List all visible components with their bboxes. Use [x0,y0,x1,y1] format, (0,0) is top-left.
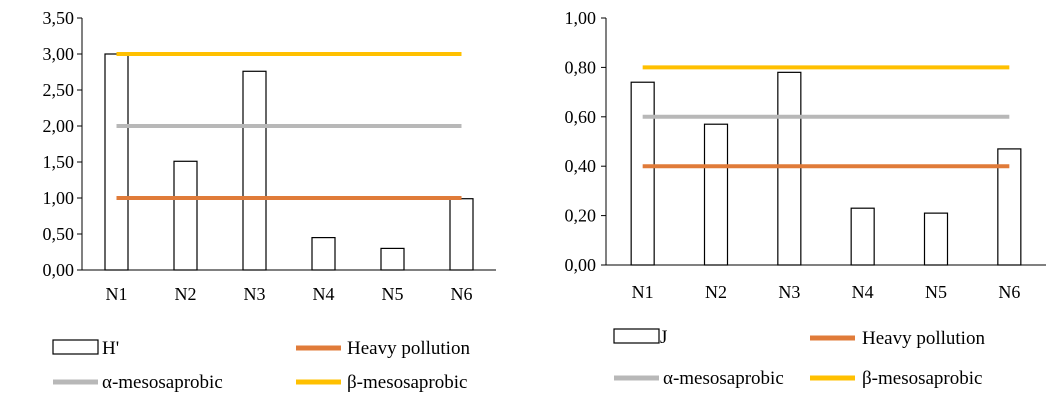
y-tick-label: 0,80 [565,57,597,77]
legend-label: α-mesosaprobic [663,368,784,389]
legend-label: β-mesosaprobic [347,372,467,393]
legend-bar-swatch [613,328,660,344]
legend-label: J [660,327,667,348]
x-tick-label: N3 [244,284,266,304]
bar [630,81,655,266]
x-tick-label: N2 [705,282,727,302]
legend-label: H' [102,338,119,359]
y-tick-label: 0,40 [565,156,597,176]
bar [311,237,336,271]
bar [242,70,267,271]
x-tick-label: N1 [632,282,654,302]
chart-h-index: 0,00 0,50 1,00 1,50 2,00 2,50 3,00 3,50 N1 N2 N3 N4… [43,8,496,393]
bar [703,123,729,266]
x-tick-label: N1 [106,284,128,304]
y-tick-label: 0,00 [43,260,75,280]
bar [380,247,405,271]
x-tick-label: N6 [451,284,473,304]
x-tick-label: N4 [313,284,335,304]
chart-j-index: 0,00 0,20 0,40 0,60 0,80 1,00 N1 N2 N3 N4 N5 N6 J Hea… [565,8,1046,389]
bar [104,53,129,271]
legend-label: α-mesosaprobic [102,372,223,393]
y-tick-label: 2,50 [43,80,75,100]
y-tick-label: 0,20 [565,206,597,226]
bar [923,212,949,266]
y-tick-label: 3,50 [43,8,75,28]
bar [777,71,802,266]
y-tick-label: 1,00 [43,188,75,208]
y-tick-label: 0,60 [565,107,597,127]
x-tick-label: N5 [925,282,947,302]
x-tick-label: N3 [778,282,800,302]
y-tick-label: 0,50 [43,224,75,244]
x-tick-label: N6 [998,282,1020,302]
y-tick-label: 2,00 [43,116,75,136]
y-tick-label: 1,50 [43,152,75,172]
bar [173,160,198,271]
legend-label: Heavy pollution [862,328,985,349]
x-tick-label: N2 [175,284,197,304]
legend-label: β-mesosaprobic [862,368,982,389]
y-tick-label: 1,00 [565,8,597,28]
legend-label: Heavy pollution [347,338,470,359]
y-tick-label: 3,00 [43,44,75,64]
bar [449,198,474,271]
bar [850,207,875,266]
x-tick-label: N4 [852,282,874,302]
y-tick-label: 0,00 [565,255,597,275]
x-tick-label: N5 [382,284,404,304]
legend-bar-swatch [52,339,99,355]
